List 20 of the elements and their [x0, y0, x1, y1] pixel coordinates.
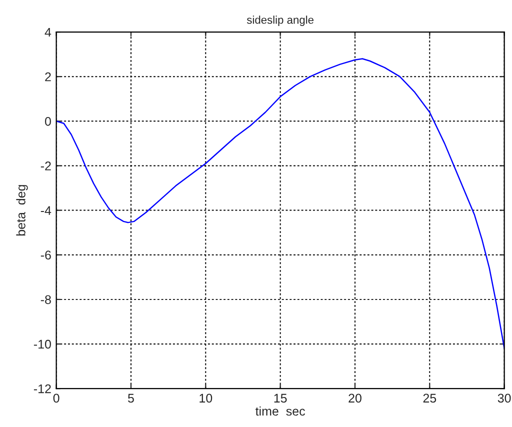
y-tick-label: 0 [44, 116, 51, 126]
x-tick-label: 30 [498, 394, 511, 403]
y-tick-label: -8 [40, 295, 51, 304]
y-tick-label: -2 [40, 162, 51, 170]
x-tick-label: 10 [200, 394, 212, 403]
x-axis-title: time sec [256, 406, 305, 416]
chart-title: sideslip angle [246, 16, 314, 26]
y-tick-label: 4 [44, 28, 52, 37]
y-tick-label: -6 [40, 250, 51, 260]
y-axis-title: beta deg [16, 185, 28, 236]
y-tick-label: -4 [40, 206, 52, 215]
line-series [56, 58, 504, 350]
x-tick-label: 15 [274, 394, 287, 403]
x-tick-label: 20 [348, 394, 362, 403]
x-tick-label: 5 [128, 394, 134, 403]
y-tick-label: 2 [45, 72, 51, 82]
x-tick-label: 25 [423, 394, 436, 403]
x-tick-label: 0 [53, 394, 60, 403]
y-tick-label: -10 [34, 340, 51, 349]
y-tick-label: -12 [34, 384, 51, 394]
